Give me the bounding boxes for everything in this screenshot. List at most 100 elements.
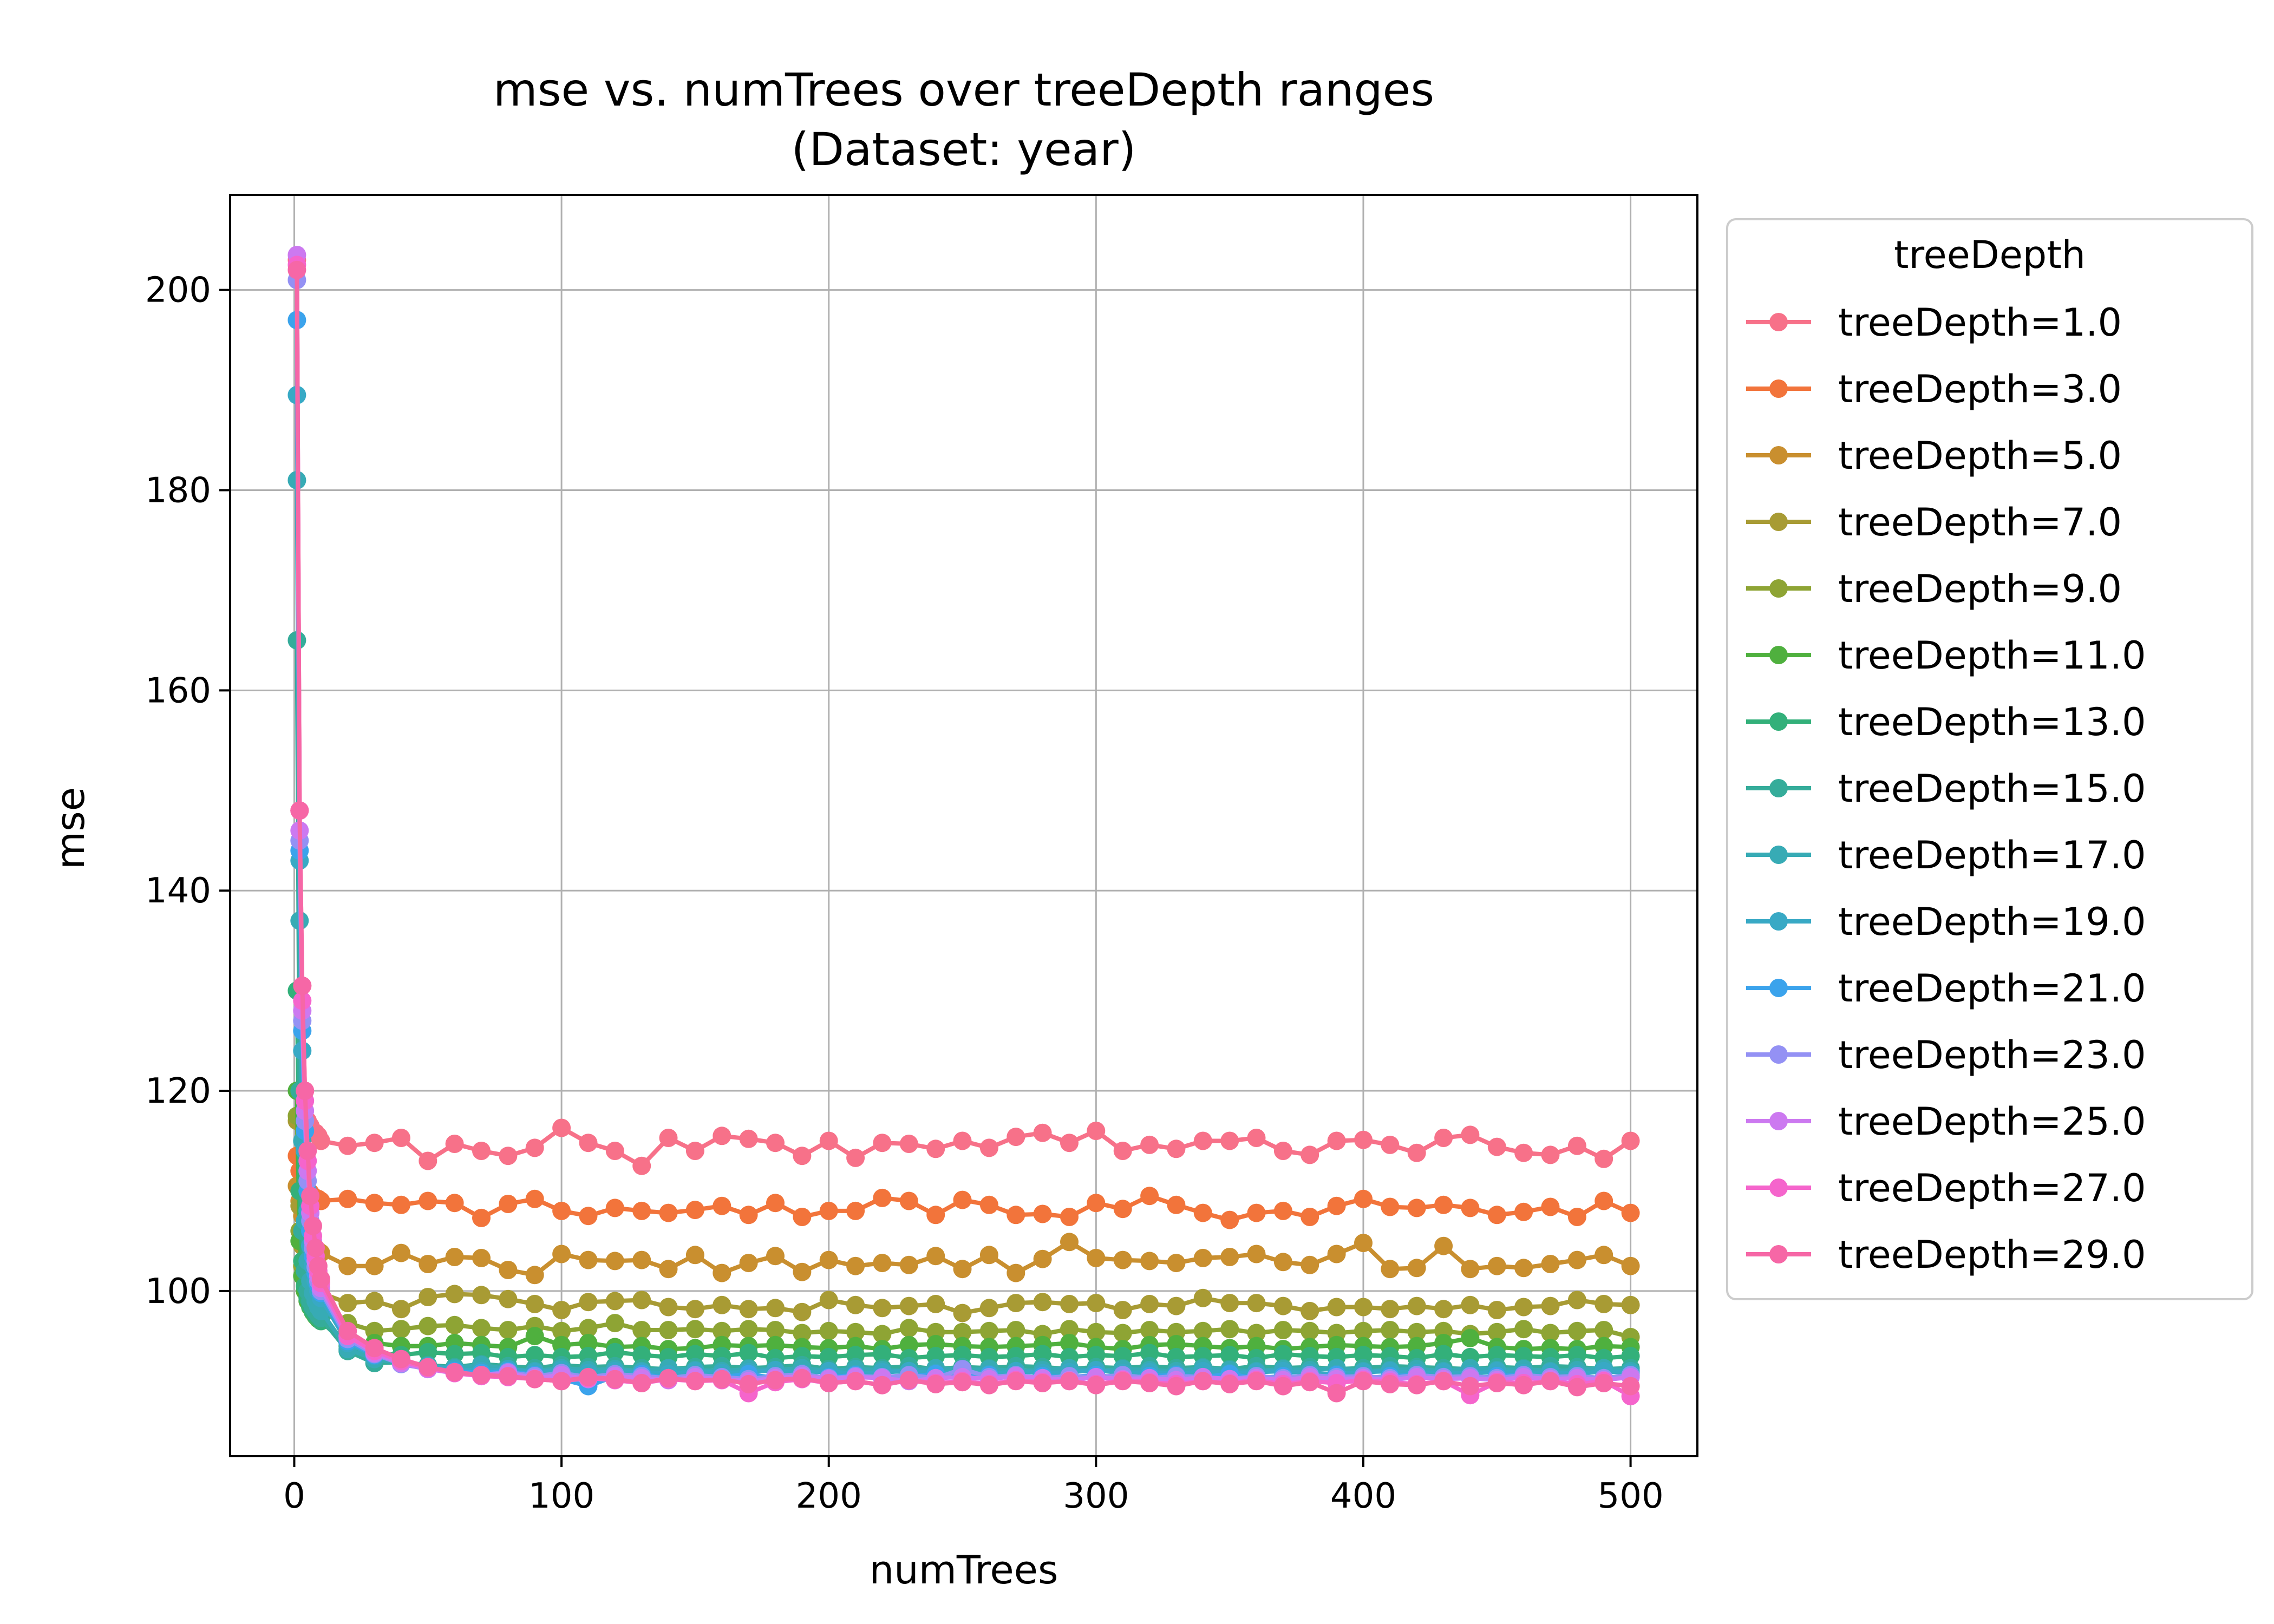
data-point — [1167, 1334, 1186, 1353]
data-point — [1113, 1250, 1132, 1269]
series — [287, 1147, 1640, 1229]
data-point — [979, 1376, 998, 1394]
series-line — [295, 260, 1632, 1168]
data-point — [445, 1135, 464, 1153]
data-point — [1327, 1196, 1346, 1215]
data-point — [819, 1250, 838, 1269]
data-point — [1514, 1259, 1533, 1278]
legend-label: treeDepth=23.0 — [1838, 1033, 2146, 1077]
data-point — [419, 1288, 437, 1306]
y-axis-label: mse — [48, 787, 93, 869]
data-point — [793, 1368, 812, 1387]
legend-label: treeDepth=27.0 — [1838, 1166, 2146, 1210]
legend-marker — [1769, 579, 1788, 598]
data-point — [1087, 1194, 1106, 1213]
data-point — [1567, 1321, 1586, 1340]
legend-marker — [1769, 379, 1788, 398]
data-point — [873, 1325, 892, 1344]
y-tick-label: 180 — [145, 471, 211, 511]
data-point — [766, 1194, 785, 1213]
data-point — [1033, 1123, 1052, 1142]
data-point — [1541, 1296, 1560, 1315]
data-point — [926, 1294, 945, 1313]
data-point — [685, 1201, 704, 1220]
data-point — [552, 1372, 571, 1391]
data-point — [1220, 1294, 1239, 1313]
data-point — [1033, 1374, 1052, 1392]
data-point — [552, 1301, 571, 1319]
data-point — [1167, 1254, 1186, 1273]
data-point — [1567, 1208, 1586, 1226]
data-point — [1621, 1377, 1640, 1396]
series-line — [295, 280, 1631, 1381]
data-point — [365, 1339, 384, 1358]
data-point — [632, 1374, 651, 1392]
data-point — [1113, 1324, 1132, 1343]
legend-label: treeDepth=1.0 — [1838, 300, 2122, 345]
data-point — [1461, 1125, 1480, 1144]
data-point — [1354, 1298, 1373, 1317]
series-line — [295, 640, 1631, 1372]
data-point — [685, 1372, 704, 1391]
legend-marker — [1769, 513, 1788, 531]
data-point — [979, 1246, 998, 1265]
legend-marker — [1769, 1045, 1788, 1064]
data-point — [632, 1321, 651, 1339]
data-point — [873, 1188, 892, 1207]
data-point — [338, 1294, 357, 1313]
data-point — [1167, 1195, 1186, 1214]
data-point — [525, 1346, 544, 1365]
legend-label: treeDepth=5.0 — [1838, 434, 2122, 478]
x-tick-label: 400 — [1330, 1476, 1396, 1516]
chart-title: mse vs. numTrees over treeDepth ranges — [493, 63, 1434, 116]
data-point — [1595, 1246, 1613, 1265]
data-point — [1407, 1376, 1426, 1394]
data-point — [739, 1300, 758, 1319]
data-point — [953, 1190, 972, 1209]
data-point — [1407, 1259, 1426, 1278]
legend-marker — [1769, 979, 1788, 997]
data-point — [1113, 1200, 1132, 1219]
data-point — [1487, 1301, 1506, 1319]
data-point — [1220, 1131, 1239, 1150]
data-point — [953, 1322, 972, 1341]
data-point — [1033, 1249, 1052, 1268]
data-point — [552, 1245, 571, 1263]
data-point — [659, 1129, 678, 1147]
data-point — [1434, 1195, 1453, 1214]
data-point — [1354, 1130, 1373, 1149]
data-point — [1273, 1377, 1292, 1396]
data-point — [1434, 1300, 1453, 1319]
data-point — [899, 1135, 918, 1153]
data-point — [899, 1191, 918, 1210]
data-point — [659, 1321, 678, 1339]
data-point — [659, 1203, 678, 1222]
data-point — [1247, 1203, 1266, 1222]
data-point — [1541, 1255, 1560, 1273]
data-point — [1301, 1208, 1319, 1226]
data-point — [1060, 1233, 1079, 1252]
data-point — [1461, 1199, 1480, 1217]
series — [287, 1176, 1640, 1285]
x-tick-label: 500 — [1598, 1476, 1664, 1516]
data-point — [1487, 1256, 1506, 1275]
data-point — [846, 1148, 865, 1167]
data-point — [525, 1370, 544, 1389]
data-point — [445, 1248, 464, 1266]
data-point — [1273, 1142, 1292, 1160]
data-point — [1220, 1374, 1239, 1393]
data-point — [1247, 1245, 1266, 1263]
data-point — [1140, 1252, 1159, 1271]
legend-marker — [1769, 646, 1788, 664]
data-point — [1193, 1131, 1212, 1150]
data-point — [713, 1127, 731, 1145]
data-point — [1140, 1135, 1159, 1154]
legend-label: treeDepth=21.0 — [1838, 966, 2146, 1011]
data-point — [391, 1195, 410, 1214]
data-point — [499, 1289, 518, 1308]
data-point — [1514, 1320, 1533, 1339]
y-tick-label: 140 — [145, 871, 211, 911]
legend-item: treeDepth=19.0 — [1746, 900, 2146, 944]
data-point — [499, 1261, 518, 1279]
